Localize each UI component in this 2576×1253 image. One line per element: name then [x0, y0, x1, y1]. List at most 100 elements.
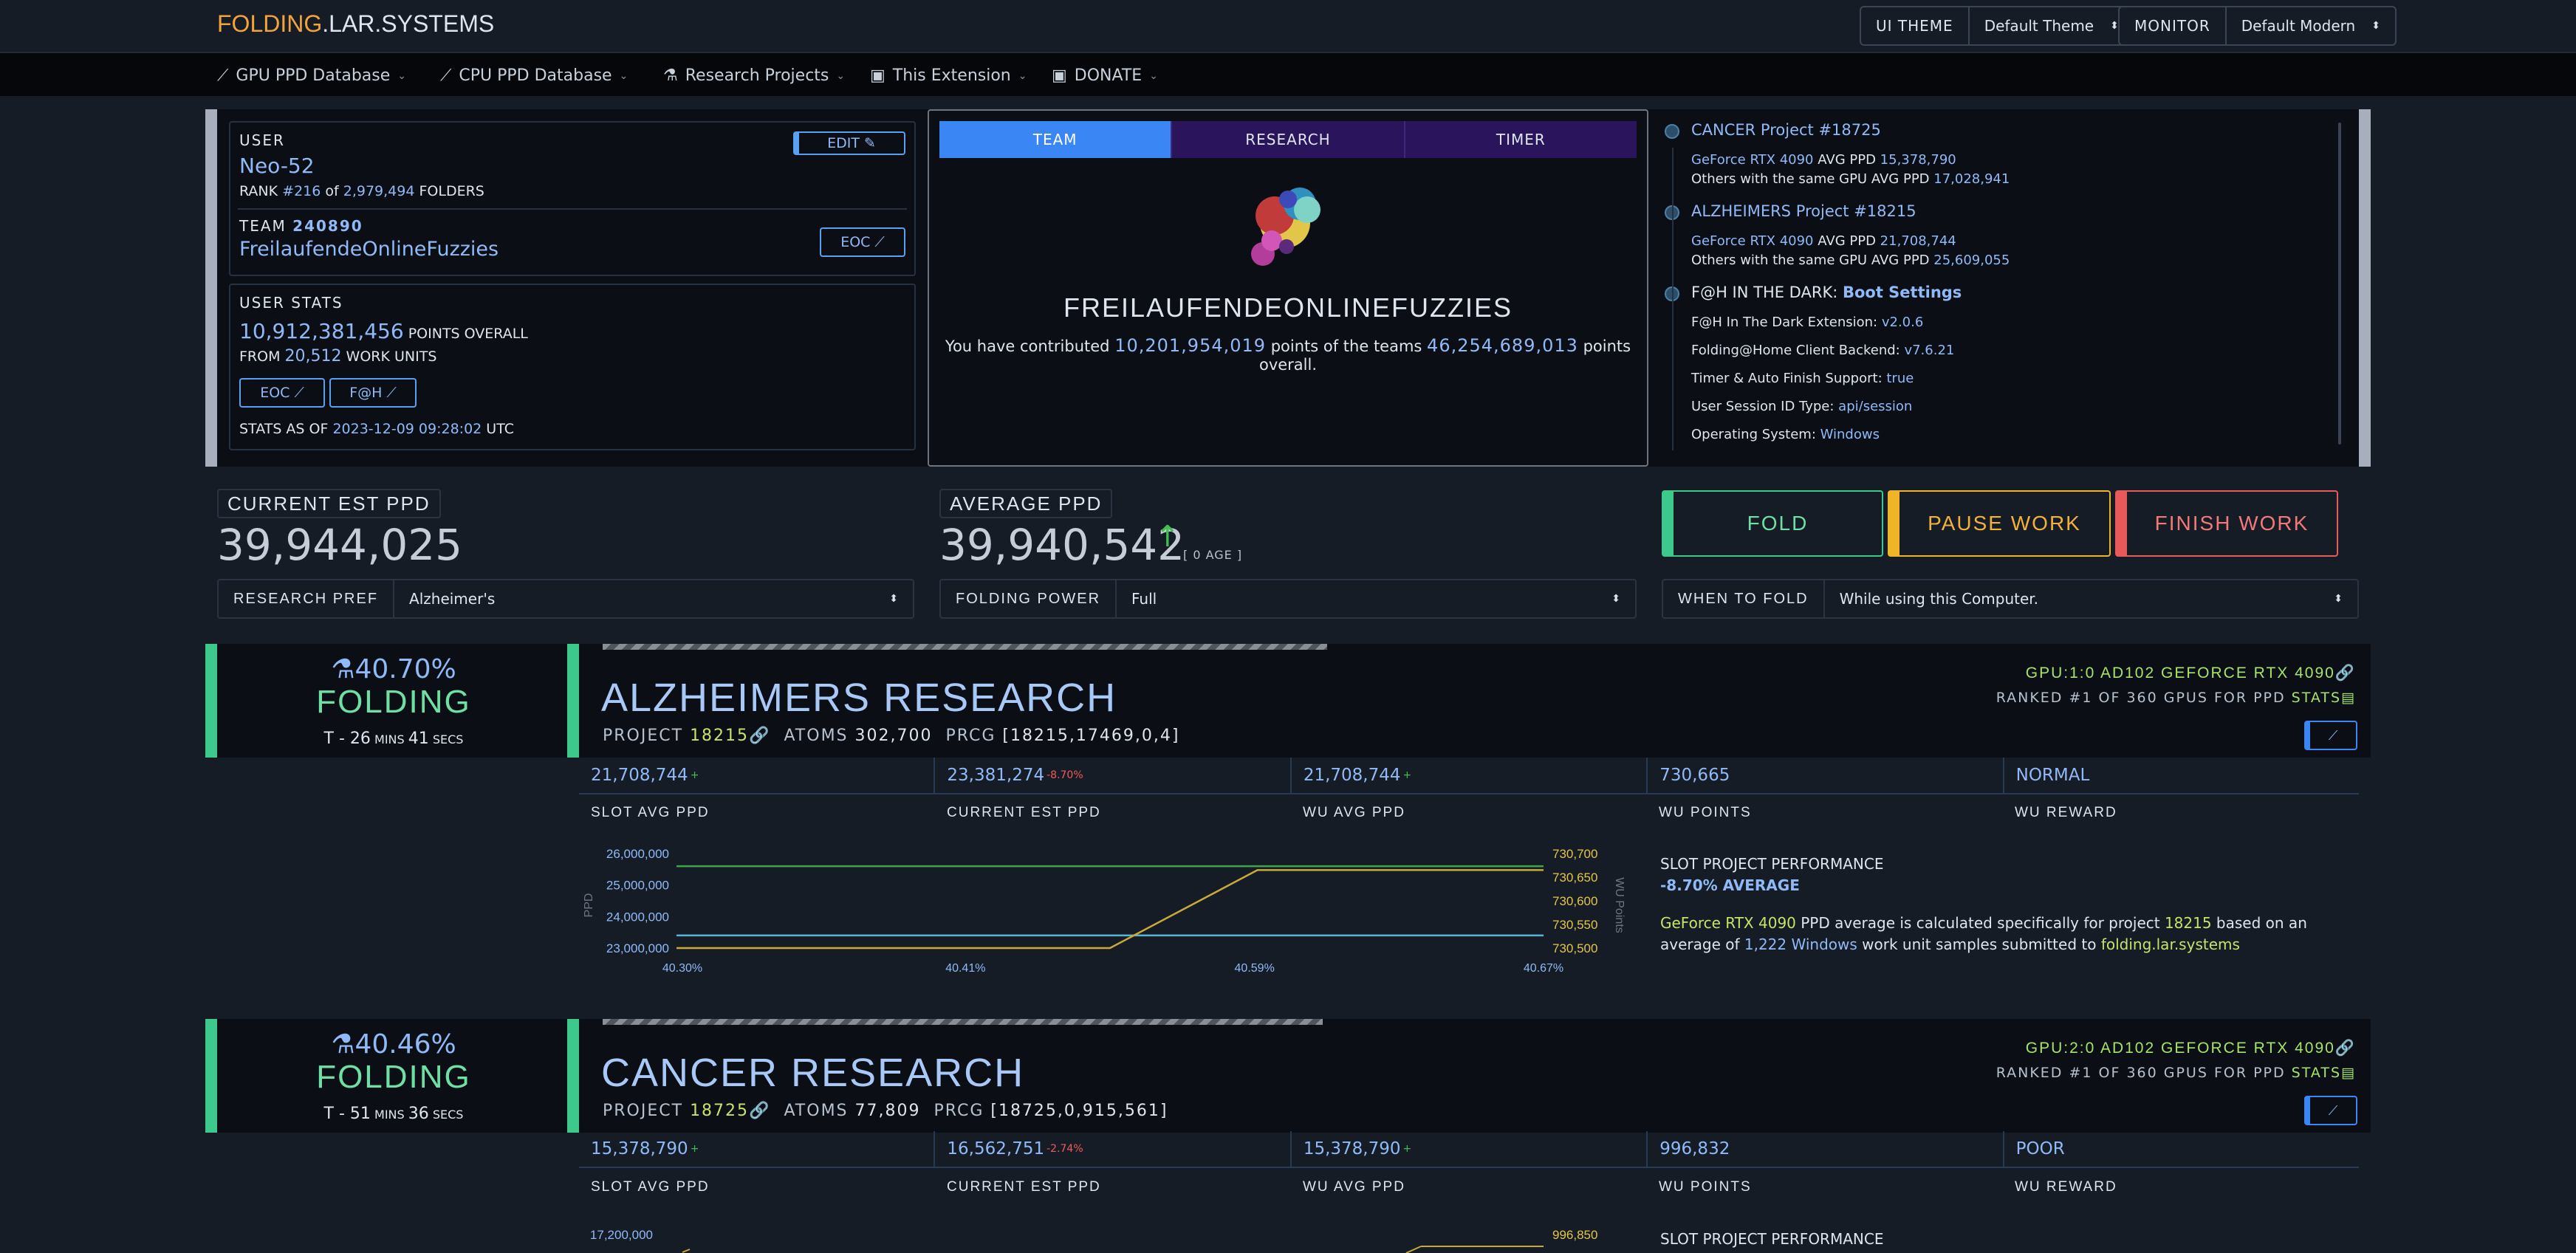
project-link[interactable]: 18215 — [690, 727, 750, 745]
y-tick-label: 23,000,000 — [606, 941, 669, 955]
info-project-1-avg: GeForce RTX 4090 AVG PPD 15,378,790 — [1691, 152, 1956, 168]
ui-theme-select[interactable]: Default Theme ⬍ — [1984, 17, 2119, 35]
pause-work-button[interactable]: PAUSE WORK — [1888, 490, 2111, 557]
research-pref-label: RESEARCH PREF — [219, 580, 395, 617]
nav-research-projects[interactable]: ⚗ Research Projects ⌄ — [663, 66, 846, 85]
slot-2-header: CANCER RESEARCH PROJECT 18725🔗 ATOMS 77,… — [567, 1019, 2371, 1133]
y2-tick-label: 730,700 — [1552, 847, 1597, 861]
info-project-1-others: Others with the same GPU AVG PPD 17,028,… — [1691, 171, 2010, 187]
user-box: USER EDIT ✎ Neo-52 RANK #216 of 2,979,49… — [229, 121, 916, 276]
research-pref-select[interactable]: RESEARCH PREF Alzheimer's ⬍ — [217, 579, 914, 619]
project-link[interactable]: 18725 — [690, 1102, 750, 1120]
link-icon: 🔗 — [749, 727, 771, 745]
stats-link[interactable]: STATS — [2291, 690, 2342, 706]
when-to-fold-select[interactable]: WHEN TO FOLD While using this Computer. ⬍ — [1662, 579, 2359, 619]
stats-link[interactable]: STATS — [2291, 1065, 2342, 1081]
slot-gpu-rank: RANKED #1 OF 360 GPUS FOR PPD STATS▤ — [1996, 1065, 2356, 1081]
ui-theme-control: UI THEME Default Theme ⬍ — [1860, 6, 2135, 46]
slot-avg-ppd-value: 15,378,790 + — [579, 1131, 936, 1167]
flask-icon: ⚗ — [663, 66, 678, 85]
slot-gpu-name[interactable]: GPU:1:0 AD102 GEFORCE RTX 4090🔗 — [2025, 665, 2356, 682]
slot-progress-percent: ⚗40.46% — [331, 1029, 456, 1060]
chart-line-icon: ⟋ — [2328, 727, 2338, 744]
slot-chart-button[interactable]: ⟋ — [2304, 721, 2357, 750]
boot-settings-link[interactable]: Boot Settings — [1842, 284, 1962, 301]
database-icon: ▤ — [2341, 1065, 2356, 1081]
team-label: TEAM 240890 — [239, 217, 363, 235]
chart-line-icon: ⟋ — [874, 234, 885, 250]
slot-project-info: PROJECT 18725🔗 ATOMS 77,809 PRCG [18725,… — [603, 1102, 1168, 1120]
y2-tick-label: 996,850 — [1552, 1228, 1597, 1242]
y-tick-label: 24,000,000 — [606, 910, 669, 924]
tab-research[interactable]: RESEARCH — [1172, 121, 1405, 158]
nav-donate[interactable]: ▣ DONATE ⌄ — [1052, 66, 1158, 85]
wu-points-label: WU POINTS — [1659, 805, 1752, 820]
folding-power-select[interactable]: FOLDING POWER Full ⬍ — [939, 579, 1637, 619]
chart-line-icon: ⟋ — [217, 66, 229, 85]
wu-avg-ppd-value: 21,708,744 + — [1292, 758, 1648, 793]
wu-avg-ppd-value: 15,378,790 + — [1292, 1131, 1648, 1167]
info-dark-title: F@H IN THE DARK: Boot Settings — [1691, 284, 1962, 301]
site-logo[interactable]: FOLDING.LAR.SYSTEMS — [217, 10, 495, 37]
folding-power-label: FOLDING POWER — [941, 580, 1117, 617]
monitor-control: MONITOR Default Modern ⬍ — [2118, 6, 2397, 46]
current-est-ppd-value: 23,381,274 -8.70% — [935, 758, 1292, 793]
performance-title: SLOT PROJECT PERFORMANCE — [1660, 855, 1884, 873]
average-ppd-age: [ 0 AGE ] — [1183, 548, 1243, 562]
slot-time-remaining: T - 51 MINS 36 SECS — [323, 1105, 464, 1123]
tab-team[interactable]: TEAM — [939, 121, 1173, 158]
slot-2-values: 15,378,790 + 16,562,751 -2.74% 15,378,790 +… — [579, 1131, 2359, 1168]
nav-this-extension[interactable]: ▣ This Extension ⌄ — [870, 66, 1027, 85]
slot-gpu-name[interactable]: GPU:2:0 AD102 GEFORCE RTX 4090🔗 — [2025, 1040, 2356, 1057]
team-eoc-button[interactable]: EOC ⟋ — [820, 227, 905, 257]
slot-1-performance-text: SLOT PROJECT PERFORMANCE -8.70% AVERAGE … — [1660, 854, 2354, 955]
info-scrollbar[interactable] — [2338, 123, 2341, 444]
wu-reward-value: POOR — [2015, 1139, 2065, 1158]
info-extension-version: F@H In The Dark Extension: v2.0.6 — [1691, 315, 1924, 330]
slot-progress-bar — [603, 1019, 1323, 1025]
slot-chart-button[interactable]: ⟋ — [2304, 1096, 2357, 1125]
y-tick-label: 25,000,000 — [606, 879, 669, 893]
link-icon: 🔗 — [749, 1102, 771, 1120]
chart-line-icon: ⟋ — [294, 385, 304, 401]
slot-1-header: ALZHEIMERS RESEARCH PROJECT 18215🔗 ATOMS… — [567, 644, 2371, 758]
divider — [238, 208, 907, 210]
y-tick-label: 26,000,000 — [606, 847, 669, 861]
current-est-ppd-label: CURRENT EST PPD — [947, 1179, 1101, 1195]
slot-avg-ppd-label: SLOT AVG PPD — [591, 1179, 710, 1195]
current-est-ppd-label: CURRENT EST PPD — [217, 489, 441, 518]
info-project-1-title[interactable]: CANCER Project #18725 — [1691, 121, 1881, 139]
average-ppd-label: AVERAGE PPD — [939, 489, 1113, 518]
slot-2-status: ⚗40.46% FOLDING T - 51 MINS 36 SECS — [205, 1019, 570, 1133]
edit-user-button[interactable]: EDIT ✎ — [793, 131, 905, 155]
info-client-backend: Folding@Home Client Backend: v7.6.21 — [1691, 343, 1955, 358]
y-tick-label: 17,200,000 — [590, 1228, 653, 1242]
tab-timer[interactable]: TIMER — [1405, 121, 1637, 158]
select-caret-icon: ⬍ — [1611, 593, 1620, 605]
nav-cpu-ppd[interactable]: ⟋ CPU PPD Database ⌄ — [440, 66, 628, 85]
slot-title: CANCER RESEARCH — [601, 1051, 1025, 1095]
info-os: Operating System: Windows — [1691, 427, 1880, 442]
site-link[interactable]: folding.lar.systems — [2100, 936, 2240, 953]
stats-eoc-button[interactable]: EOC ⟋ — [239, 378, 325, 408]
info-project-2-title[interactable]: ALZHEIMERS Project #18215 — [1691, 202, 1916, 220]
stats-fah-button[interactable]: F@H ⟋ — [329, 378, 417, 408]
fold-button[interactable]: FOLD — [1662, 490, 1883, 557]
edit-icon: ✎ — [863, 135, 876, 151]
slot-title: ALZHEIMERS RESEARCH — [601, 676, 1117, 720]
user-stats-label: USER STATS — [239, 294, 343, 312]
series-line — [682, 1249, 691, 1253]
series-line — [676, 869, 1544, 950]
slot-2-labels: SLOT AVG PPD CURRENT EST PPD WU AVG PPD … — [579, 1179, 2359, 1195]
monitor-select[interactable]: Default Modern ⬍ — [2241, 17, 2380, 35]
performance-title: SLOT PROJECT PERFORMANCE — [1660, 1230, 1884, 1248]
flask-icon: ⚗ — [331, 654, 355, 684]
slot-progress-percent: ⚗40.70% — [331, 654, 456, 684]
main-nav: ⟋ GPU PPD Database ⌄ ⟋ CPU PPD Database ⌄ ⚗ R… — [0, 52, 2576, 96]
y2-tick-label: 730,550 — [1552, 918, 1597, 932]
top-bar: FOLDING.LAR.SYSTEMS UI THEME Default The… — [0, 0, 2576, 50]
nav-gpu-ppd[interactable]: ⟋ GPU PPD Database ⌄ — [217, 66, 406, 85]
average-ppd-value: 39,940,542 — [939, 520, 1185, 570]
finish-work-button[interactable]: FINISH WORK — [2115, 490, 2338, 557]
team-card — [928, 109, 1648, 467]
